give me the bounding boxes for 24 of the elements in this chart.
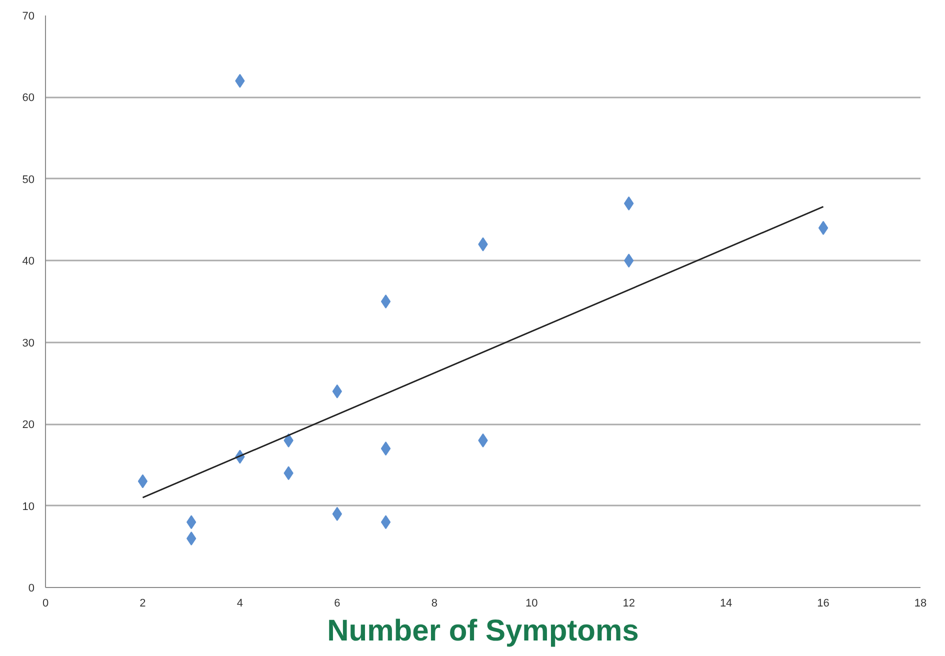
y-tick-label: 50 xyxy=(22,174,35,186)
y-tick-label: 20 xyxy=(22,419,35,432)
x-tick-label: 2 xyxy=(140,598,146,610)
x-tick-label: 10 xyxy=(525,598,538,610)
x-tick-label: 16 xyxy=(817,598,830,610)
y-tick-label: 30 xyxy=(22,337,35,350)
x-tick-label: 4 xyxy=(236,598,244,610)
x-tick-label: 0 xyxy=(42,598,49,610)
point xyxy=(380,294,391,308)
point xyxy=(138,474,148,488)
x-tick-label: 6 xyxy=(334,598,340,610)
x-tick-label: 12 xyxy=(622,598,635,610)
y-tick-label: 60 xyxy=(22,92,35,104)
y-tick-label: 0 xyxy=(28,582,35,594)
point xyxy=(380,442,391,456)
x-tick-label: 8 xyxy=(431,598,438,610)
y-tick-label: 70 xyxy=(22,10,35,22)
x-axis-title: Number of Symptoms xyxy=(327,614,639,648)
y-tick-label: 40 xyxy=(22,256,35,268)
point xyxy=(380,515,391,530)
x-tick-label: 14 xyxy=(720,598,732,610)
y-tick-label: 10 xyxy=(22,500,35,513)
point xyxy=(818,220,828,235)
x-tick-label: 18 xyxy=(914,598,927,610)
